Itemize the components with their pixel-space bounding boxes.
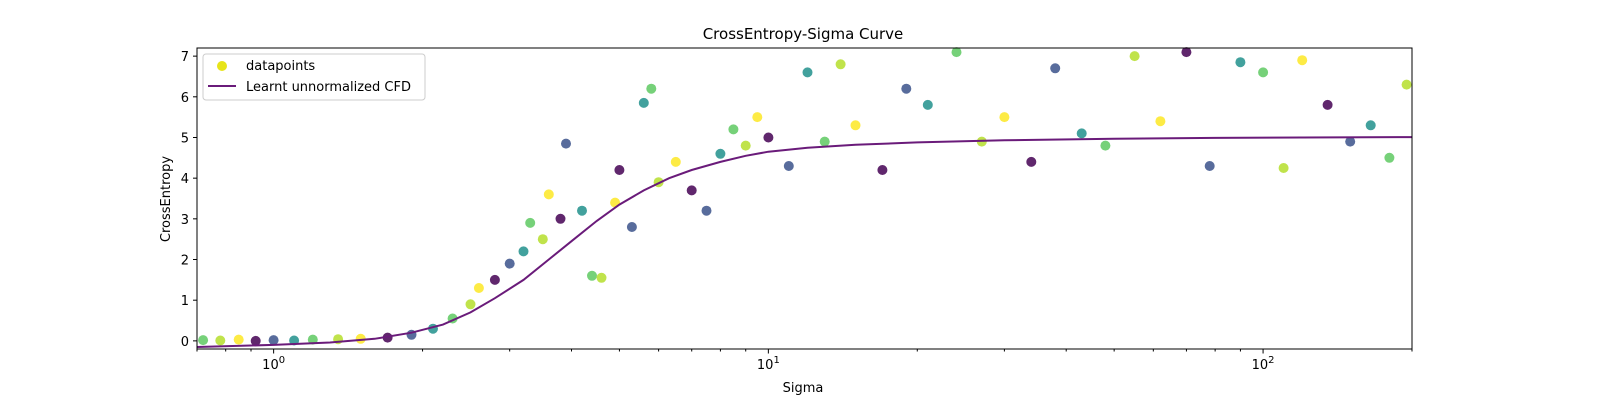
legend-label-datapoints: datapoints (246, 59, 315, 74)
y-tick-label: 1 (181, 294, 189, 309)
x-tick-label: 101 (757, 355, 780, 373)
data-point (701, 205, 712, 216)
data-point (250, 335, 261, 346)
x-axis-label: Sigma (783, 381, 824, 396)
legend-label-cfd: Learnt unnormalized CFD (246, 80, 411, 95)
data-point (518, 246, 529, 257)
data-point (1401, 79, 1412, 90)
data-point (1297, 55, 1308, 66)
data-point (1365, 120, 1376, 131)
data-point (752, 112, 763, 123)
data-point (1181, 47, 1192, 58)
data-point (1384, 152, 1395, 163)
data-point (802, 67, 813, 78)
legend-marker-datapoints (217, 61, 227, 71)
data-point (307, 334, 318, 345)
data-point (268, 335, 279, 346)
data-point (1026, 156, 1037, 167)
data-point (922, 99, 933, 110)
data-point (465, 299, 476, 310)
data-point (577, 205, 587, 216)
data-point (951, 47, 962, 58)
data-point (835, 59, 846, 70)
data-point (1345, 136, 1356, 147)
data-point (596, 272, 607, 283)
data-point (740, 140, 751, 151)
x-tick-label: 102 (1252, 355, 1275, 373)
y-tick-label: 3 (181, 213, 189, 228)
y-tick-label: 6 (181, 91, 189, 106)
data-point (233, 334, 244, 345)
data-point (728, 124, 739, 135)
data-point (504, 258, 515, 269)
data-point (646, 83, 657, 94)
data-point (1322, 99, 1333, 110)
data-point (763, 132, 774, 143)
y-tick-label: 7 (181, 50, 189, 65)
data-point (783, 161, 794, 171)
scatter-layer (198, 47, 1412, 346)
y-tick-label: 5 (181, 131, 189, 146)
data-point (638, 97, 649, 108)
data-point (901, 83, 912, 94)
cfd-curve (196, 136, 1413, 348)
data-point (525, 217, 536, 228)
data-point (561, 138, 571, 149)
chart-title: CrossEntropy-Sigma Curve (703, 25, 904, 43)
data-point (1204, 161, 1215, 171)
data-point (999, 112, 1010, 123)
data-point (686, 185, 697, 196)
data-point (543, 189, 554, 200)
data-point (715, 148, 726, 159)
data-point (355, 333, 366, 344)
y-axis: 0 1 2 3 4 5 6 7 (181, 50, 197, 350)
data-point (215, 335, 226, 346)
data-point (1155, 116, 1166, 127)
curve-layer (196, 136, 1413, 348)
data-point (473, 283, 484, 293)
data-point (1050, 63, 1061, 74)
data-point (1258, 67, 1269, 78)
data-point (1076, 128, 1087, 139)
legend: datapoints Learnt unnormalized CFD (202, 53, 426, 101)
x-axis: 100 101 102 (196, 349, 1413, 373)
data-point (614, 165, 625, 175)
data-point (819, 136, 830, 147)
data-point (1129, 51, 1140, 62)
y-tick-label: 4 (181, 172, 189, 187)
y-tick-label: 2 (181, 254, 189, 269)
legend-box (202, 53, 426, 101)
data-point (1278, 163, 1289, 173)
data-point (850, 120, 861, 131)
data-point (537, 234, 548, 245)
data-point (626, 222, 637, 232)
data-point (489, 274, 500, 285)
y-tick-label: 0 (181, 335, 189, 350)
data-point (670, 156, 681, 167)
data-point (587, 270, 597, 281)
plot-frame (196, 47, 1413, 350)
data-point (555, 213, 566, 224)
data-point (198, 335, 209, 346)
y-axis-label: CrossEntropy (159, 156, 174, 242)
data-point (877, 165, 888, 175)
x-tick-label: 100 (262, 355, 285, 373)
data-point (1100, 140, 1111, 151)
data-point (1235, 57, 1246, 68)
